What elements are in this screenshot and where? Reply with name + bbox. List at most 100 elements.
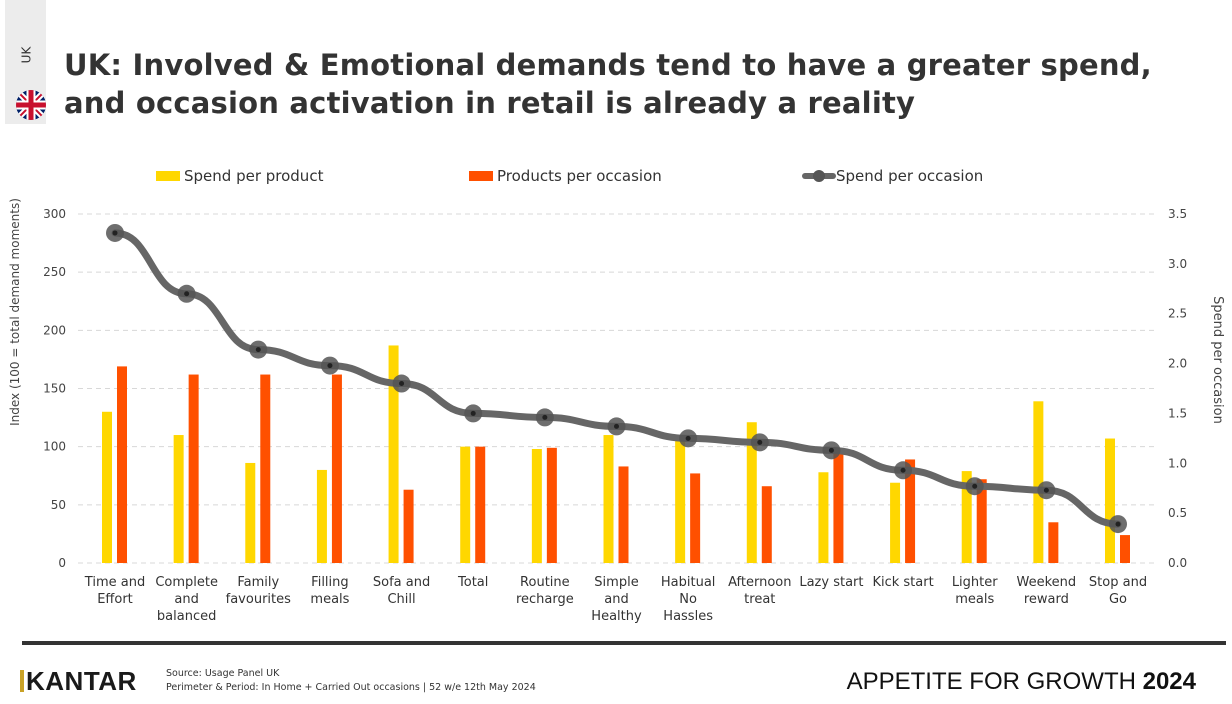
- category-label: Total: [457, 575, 488, 590]
- point-center: [1043, 487, 1049, 493]
- y-tick-label: 150: [43, 382, 66, 396]
- point-center: [470, 410, 476, 416]
- point-center: [184, 291, 190, 297]
- y2-tick-label: 1.5: [1168, 406, 1187, 420]
- bar-spend-per-product: [675, 438, 686, 563]
- y2-tick-label: 0.0: [1168, 556, 1187, 570]
- bar-spend-per-product: [961, 471, 972, 563]
- bar-products-per-occasion: [188, 374, 199, 563]
- bar-products-per-occasion: [618, 466, 629, 563]
- point-center: [972, 483, 978, 489]
- legend: Spend per product Products per occasion …: [156, 167, 983, 185]
- point-center: [542, 414, 548, 420]
- bar-products-per-occasion: [403, 489, 414, 563]
- y-tick-label: 250: [43, 265, 66, 279]
- bar-spend-per-product: [102, 411, 112, 563]
- combo-chart: 0 50 100 150 200 250 300 0.0 0.5 1.0 1.5 2.0 2.5 3.0 3…: [8, 167, 1225, 624]
- bar-products-per-occasion: [1120, 535, 1130, 563]
- title-line-1: UK: Involved & Emotional demands tend to…: [64, 48, 1152, 82]
- legend-swatch-spend-per-product: [156, 171, 180, 181]
- point-center: [900, 467, 906, 473]
- point-center: [1115, 521, 1121, 527]
- y-tick-label: 100: [43, 440, 66, 454]
- point-center: [255, 347, 261, 353]
- bar-spend-per-product: [460, 446, 471, 563]
- gridlines: [78, 213, 1155, 564]
- bar-spend-per-product: [173, 435, 184, 563]
- bar-products-per-occasion: [1048, 522, 1059, 563]
- bar-products-per-occasion: [475, 446, 486, 563]
- bar-spend-per-product: [316, 469, 327, 563]
- point-center: [614, 423, 619, 429]
- category-label: Habitual No Hassles: [661, 575, 716, 624]
- y2-tick-label: 0.5: [1168, 506, 1187, 520]
- brand-tagline: APPETITE FOR GROWTH 2024: [846, 668, 1196, 695]
- bar-spend-per-product: [890, 482, 901, 563]
- point-center: [685, 435, 691, 441]
- y2-axis-label: Spend per occasion: [1210, 296, 1225, 424]
- bar-products-per-occasion: [546, 447, 557, 563]
- bar-spend-per-product: [746, 422, 757, 563]
- title-line-2: and occasion activation in retail is alr…: [64, 86, 916, 120]
- bar-spend-per-product: [531, 448, 542, 563]
- country-tab: UK: [5, 0, 46, 124]
- y2-tick-label: 2.0: [1168, 357, 1187, 371]
- bar-products-per-occasion: [117, 366, 127, 563]
- y-tick-label: 50: [51, 498, 66, 512]
- category-label: Routine recharge: [516, 575, 574, 607]
- bar-spend-per-product: [818, 472, 829, 563]
- y-tick-label: 300: [43, 207, 66, 221]
- point-center: [327, 363, 333, 369]
- category-label: Time and Effort: [84, 575, 145, 607]
- category-label: Filling meals: [310, 575, 349, 607]
- point-center: [399, 381, 405, 387]
- page-title: UK: Involved & Emotional demands tend to…: [64, 46, 1152, 122]
- y2-tick-label: 2.5: [1168, 307, 1187, 321]
- period-text: Perimeter & Period: In Home + Carried Ou…: [166, 682, 536, 693]
- point-center: [112, 230, 118, 236]
- bar-products-per-occasion: [690, 473, 701, 563]
- y-tick-label: 200: [43, 323, 66, 337]
- footer-divider: [22, 641, 1226, 645]
- legend-swatch-products-per-occasion: [469, 171, 493, 181]
- bar-products-per-occasion: [260, 374, 271, 563]
- category-label: Weekend reward: [1017, 575, 1077, 607]
- category-label: Simple and Healthy: [591, 575, 642, 624]
- bar-spend-per-product: [388, 345, 399, 563]
- bar-spend-per-product: [603, 435, 614, 563]
- bar-products-per-occasion: [976, 479, 987, 563]
- category-label: Sofa and Chill: [373, 575, 430, 607]
- y-axis-label: Index (100 = total demand moments): [8, 198, 22, 426]
- category-label: Kick start: [872, 575, 933, 590]
- bar-products-per-occasion: [761, 486, 772, 563]
- axis-ticks: 0 50 100 150 200 250 300 0.0 0.5 1.0 1.5 2.0 2.5 3.0 3…: [43, 207, 1187, 570]
- y2-tick-label: 3.5: [1168, 207, 1187, 221]
- bar-products-per-occasion: [833, 450, 844, 563]
- bar-spend-per-product: [245, 462, 256, 563]
- bars: [102, 345, 1130, 563]
- kantar-logo: KANTAR: [20, 666, 137, 697]
- category-label: Lazy start: [799, 575, 863, 590]
- legend-label-spend-per-product: Spend per product: [184, 167, 324, 185]
- bar-products-per-occasion: [905, 459, 916, 563]
- category-label: Complete and balanced: [155, 575, 218, 624]
- category-label: Family favourites: [226, 575, 291, 607]
- legend-label-spend-per-occasion: Spend per occasion: [836, 167, 983, 185]
- point-center: [757, 439, 763, 445]
- bar-spend-per-product: [1033, 401, 1044, 563]
- point-center: [828, 447, 834, 453]
- category-label: Lighter meals: [952, 575, 998, 607]
- bar-products-per-occasion: [331, 374, 342, 563]
- category-label: Stop and Go: [1089, 575, 1147, 607]
- category-label: Afternoon treat: [728, 575, 791, 607]
- line-series: [106, 223, 1127, 534]
- y-tick-label: 0: [58, 556, 66, 570]
- bar-spend-per-product: [1105, 438, 1115, 563]
- y2-tick-label: 1.0: [1168, 456, 1187, 470]
- y2-tick-label: 3.0: [1168, 257, 1187, 271]
- source-note: Source: Usage Panel UK Perimeter & Perio…: [166, 667, 536, 695]
- legend-marker: [813, 170, 825, 182]
- uk-flag-icon: [16, 90, 46, 120]
- source-text: Source: Usage Panel UK: [166, 668, 280, 679]
